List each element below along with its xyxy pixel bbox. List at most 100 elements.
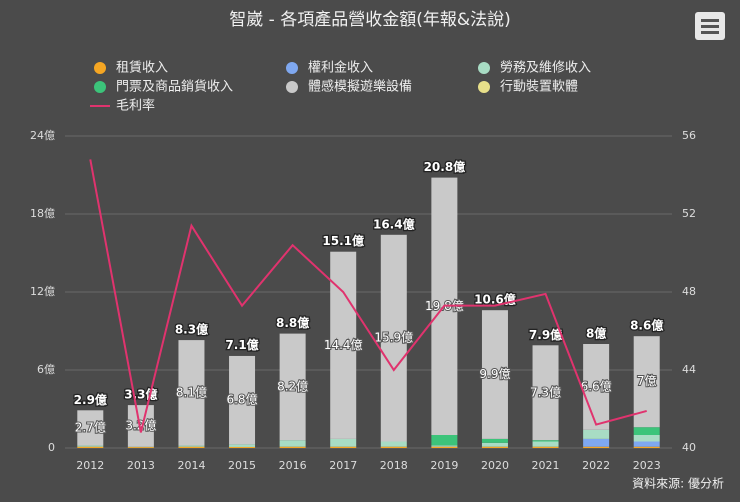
total-label: 8.8億: [276, 315, 309, 330]
bar-segment: [279, 333, 306, 441]
y2-tick-label: 44: [682, 363, 696, 376]
x-tick-label: 2018: [380, 459, 408, 472]
y-tick-label: 12億: [30, 285, 55, 298]
bar-segment: [633, 435, 660, 442]
y2-tick-label: 56: [682, 129, 696, 142]
bar-segment: [633, 441, 660, 447]
legend-swatch: [94, 62, 106, 74]
source: 資料來源: 優分析: [632, 477, 724, 491]
total-label: 10.6億: [474, 292, 516, 307]
bar-segment: [178, 340, 205, 446]
bar-segment: [481, 446, 508, 448]
y2-tick-label: 52: [682, 207, 696, 220]
bar-segment: [77, 410, 104, 446]
legend-label: 行動裝置軟體: [500, 79, 578, 95]
total-label: 7.1億: [225, 337, 258, 352]
y-tick-label: 24億: [30, 129, 55, 142]
bar-segment: [583, 438, 610, 447]
segment-label: 8.1億: [176, 385, 207, 399]
segment-label: 15.9億: [374, 331, 413, 345]
legend-swatch: [478, 62, 490, 74]
bar-segment: [532, 441, 559, 447]
segment-label: 6.8億: [226, 393, 257, 407]
legend-label: 勞務及維修收入: [500, 61, 591, 76]
legend-label: 權利金收入: [308, 60, 373, 76]
total-label: 8億: [586, 326, 606, 341]
bar-segment: [380, 446, 407, 448]
y-tick-label: 0: [48, 441, 55, 454]
chart-title: 智崴 - 各項產品營收金額(年報&法說): [229, 10, 510, 30]
bar-segment: [583, 429, 610, 439]
y-tick-label: 18億: [30, 207, 55, 220]
total-label: 15.1億: [322, 233, 364, 248]
legend-label: 租賃收入: [116, 61, 168, 76]
menu-bar: [701, 19, 719, 22]
bar-segment: [481, 442, 508, 447]
menu-button[interactable]: [695, 12, 725, 40]
legend-label: 體感模擬遊樂設備: [308, 79, 412, 95]
segment-label: 3.2億: [125, 418, 156, 432]
x-tick-label: 2022: [582, 459, 610, 472]
bar-segment: [481, 438, 508, 443]
bar-segment: [481, 310, 508, 439]
menu-bar: [701, 31, 719, 34]
bar-segment: [229, 444, 256, 447]
legend-swatch: [94, 81, 106, 93]
bar-segment: [380, 234, 407, 442]
total-label: 20.8億: [424, 159, 466, 174]
margin-line: [89, 159, 647, 433]
x-tick-label: 2013: [127, 459, 155, 472]
x-tick-label: 2020: [481, 459, 509, 472]
bar-segment: [583, 446, 610, 448]
segment-label: 9.9億: [479, 367, 510, 381]
x-tick-label: 2016: [279, 459, 307, 472]
segment-label: 6.6億: [581, 379, 612, 393]
bar-segment: [532, 345, 559, 441]
y-tick-label: 6億: [37, 363, 55, 376]
bar-segment: [77, 445, 104, 447]
bar-segment: [330, 438, 357, 447]
bar-segment: [532, 446, 559, 448]
segment-label: 14.4億: [324, 338, 363, 352]
legend-swatch: [478, 81, 490, 93]
bar-segment: [229, 446, 256, 448]
bar-segment: [532, 440, 559, 442]
legend-swatch: [286, 81, 298, 93]
bar-segment: [330, 446, 357, 448]
bar-segment: [380, 441, 407, 447]
segment-label: 2.7億: [75, 420, 106, 434]
legend-label: 門票及商品銷貨收入: [116, 79, 233, 95]
bar-segment: [178, 446, 205, 448]
x-tick-label: 2012: [76, 459, 104, 472]
bar-segment: [279, 440, 306, 447]
bar-segment: [178, 445, 205, 447]
x-tick-label: 2019: [430, 459, 458, 472]
bar-segment: [633, 427, 660, 435]
total-label: 7.9億: [529, 327, 562, 342]
bar-segment: [127, 447, 154, 448]
total-label: 2.9億: [74, 392, 107, 407]
x-tick-label: 2017: [329, 459, 357, 472]
y2-tick-label: 40: [682, 441, 696, 454]
bar-segment: [77, 446, 104, 448]
bar-segment: [431, 446, 458, 448]
bar-segment: [633, 446, 660, 448]
bar-segment: [279, 446, 306, 448]
bar-segment: [633, 336, 660, 428]
total-label: 8.6億: [630, 318, 663, 333]
legend-swatch: [286, 62, 298, 74]
bar-segment: [431, 445, 458, 447]
x-tick-label: 2023: [633, 459, 661, 472]
total-label: 16.4億: [373, 216, 415, 231]
x-tick-label: 2014: [177, 459, 205, 472]
bar-segment: [127, 405, 154, 447]
bar-segment: [431, 435, 458, 446]
bar-segment: [229, 355, 256, 445]
y2-tick-label: 48: [682, 285, 696, 298]
segment-label: 7億: [637, 374, 657, 388]
menu-bar: [701, 25, 719, 28]
segment-label: 8.2億: [277, 379, 308, 393]
x-tick-label: 2015: [228, 459, 256, 472]
segment-label: 7.3億: [530, 385, 561, 399]
